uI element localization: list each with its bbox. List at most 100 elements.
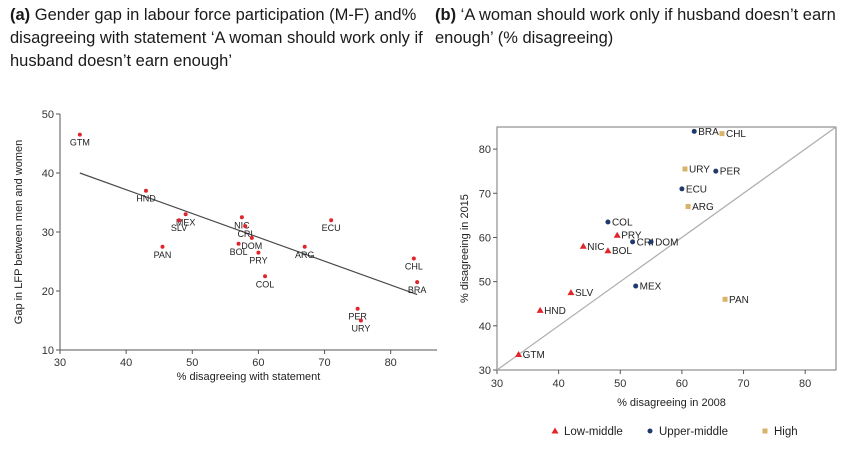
a-x-tick-label: 80 [385, 357, 397, 369]
a-point-arg [302, 244, 307, 249]
panel-a-letter: (a) [10, 6, 31, 24]
b-x-tick-label: 60 [676, 378, 688, 390]
b-point-bol [604, 247, 612, 254]
a-point-label-slv: SLV [171, 223, 187, 233]
b-point-label-chl: CHL [726, 129, 746, 140]
a-x-tick-label: 60 [252, 357, 264, 369]
a-fit-line [79, 172, 418, 296]
panel-b-title: (b) ‘A woman should work only if husband… [435, 4, 845, 50]
b-point-label-cri: CRI [637, 237, 654, 248]
a-x-tick-label: 40 [120, 357, 132, 369]
b-point-label-bra: BRA [698, 127, 719, 138]
b-point-ecu [679, 186, 685, 192]
a-point-label-chl: CHL [405, 262, 423, 272]
b-point-cri [630, 239, 636, 245]
a-point-label-col: COL [256, 279, 275, 289]
b-point-label-bol: BOL [612, 246, 632, 257]
a-point-label-bol: BOL [230, 247, 248, 257]
a-point-col [263, 274, 268, 279]
b-y-tick-label: 50 [479, 277, 491, 289]
b-x-tick-label: 70 [737, 378, 749, 390]
a-point-label-pry: PRY [249, 256, 267, 266]
a-point-label-dom: DOM [241, 241, 262, 251]
b-x-tick-label: 80 [799, 378, 811, 390]
panel-a-title: (a) Gender gap in labour force participa… [10, 4, 430, 73]
a-x-tick-label: 30 [54, 357, 66, 369]
b-point-label-mex: MEX [640, 282, 662, 293]
b-legend-label-high: High [774, 426, 798, 438]
a-point-label-per: PER [348, 312, 367, 322]
a-point-ecu [329, 218, 334, 223]
b-point-label-per: PER [720, 167, 741, 178]
a-point-pan [160, 244, 165, 249]
b-x-tick-label: 50 [614, 378, 626, 390]
b-legend-marker-upper-middle [647, 428, 653, 434]
b-point-pan [722, 296, 728, 302]
a-point-per [355, 306, 360, 311]
b-y-tick-label: 30 [479, 365, 491, 377]
a-point-cri [243, 224, 248, 229]
b-point-label-hnd: HND [544, 306, 566, 317]
b-point-label-ecu: ECU [686, 184, 707, 195]
a-point-nic [239, 215, 244, 220]
b-y-tick-label: 60 [479, 232, 491, 244]
panel-a-title-text: Gender gap in labour force participation… [10, 6, 423, 70]
a-point-slv [177, 218, 182, 223]
b-x-axis-title: % disagreeing in 2008 [617, 397, 726, 409]
b-x-tick-label: 40 [553, 378, 565, 390]
b-point-gtm [515, 351, 523, 358]
b-point-label-nic: NIC [587, 242, 604, 253]
a-point-label-hnd: HND [136, 194, 156, 204]
b-point-label-col: COL [612, 217, 633, 228]
b-legend-label-low-middle: Low-middle [564, 426, 623, 438]
a-point-label-bra: BRA [408, 285, 427, 295]
b-point-label-ury: URY [689, 164, 710, 175]
b-point-label-slv: SLV [575, 288, 593, 299]
b-point-chl [719, 131, 725, 137]
b-point-nic [579, 242, 587, 249]
b-y-tick-label: 70 [479, 188, 491, 200]
b-point-label-arg: ARG [692, 202, 714, 213]
a-x-tick-label: 70 [318, 357, 330, 369]
b-point-dom [648, 239, 654, 245]
b-point-label-pan: PAN [729, 295, 749, 306]
a-point-dom [249, 235, 254, 240]
a-y-tick-label: 40 [42, 168, 54, 180]
a-y-tick-label: 20 [42, 286, 54, 298]
b-point-mex [633, 283, 639, 289]
b-point-label-pry: PRY [621, 231, 642, 242]
a-y-tick-label: 30 [42, 227, 54, 239]
a-point-label-nic: NIC [234, 220, 250, 230]
a-point-label-pan: PAN [154, 250, 172, 260]
a-y-axis-title: Gap in LFP between men and women [13, 140, 25, 324]
a-point-pry [256, 250, 261, 255]
a-y-tick-label: 10 [42, 345, 54, 357]
a-point-label-gtm: GTM [70, 138, 90, 148]
b-diagonal-line [496, 126, 837, 371]
b-point-per [713, 168, 719, 174]
b-y-tick-label: 80 [479, 144, 491, 156]
a-point-label-cri: CRI [237, 229, 253, 239]
a-point-label-mex: MEX [176, 217, 196, 227]
a-point-chl [411, 256, 416, 261]
a-y-tick-label: 50 [42, 109, 54, 121]
b-legend-marker-low-middle [551, 427, 559, 434]
b-legend-label-upper-middle: Upper-middle [659, 426, 728, 438]
b-point-arg [685, 204, 691, 210]
b-point-slv [567, 289, 575, 296]
a-point-bol [236, 241, 241, 246]
b-point-ury [682, 166, 688, 172]
a-point-label-ecu: ECU [322, 223, 341, 233]
b-point-label-dom: DOM [655, 237, 678, 248]
panel-b-letter: (b) [435, 6, 457, 24]
b-plot-frame [496, 126, 837, 371]
a-x-axis-title: % disagreeing with statement [177, 371, 321, 383]
b-x-tick-label: 30 [491, 378, 503, 390]
b-y-tick-label: 40 [479, 321, 491, 333]
a-point-label-ury: URY [352, 324, 371, 334]
b-point-col [605, 219, 611, 225]
a-point-hnd [143, 188, 148, 193]
b-point-pry [613, 231, 621, 238]
b-legend-marker-high [762, 428, 768, 434]
